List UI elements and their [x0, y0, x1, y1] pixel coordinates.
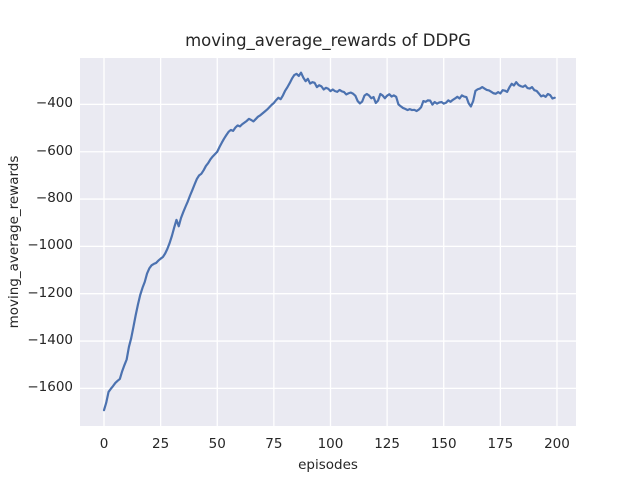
chart-title: moving_average_rewards of DDPG: [185, 31, 471, 50]
x-tick-label: 150: [430, 436, 457, 452]
y-tick-label: −600: [35, 142, 73, 159]
y-tick-label: −800: [35, 190, 73, 207]
x-tick-label: 75: [265, 436, 283, 452]
y-axis-label: moving_average_rewards: [6, 155, 22, 329]
y-tick-label: −1600: [27, 379, 73, 396]
y-tick-label: −1000: [27, 237, 73, 254]
x-axis-label: episodes: [298, 457, 358, 473]
x-tick-label: 25: [152, 436, 170, 452]
x-tick-label: 200: [544, 436, 570, 452]
reward-line: [102, 71, 556, 412]
y-tick-label: −1200: [27, 284, 73, 301]
x-tick-label: 175: [487, 436, 514, 452]
x-tick-label: 125: [374, 436, 400, 452]
x-tick-label: 0: [99, 436, 109, 452]
x-tick-label: 50: [208, 436, 226, 452]
y-tick-label: −400: [35, 95, 73, 112]
y-tick-label: −1400: [27, 332, 73, 349]
plot-background: [80, 58, 576, 426]
x-tick-label: 100: [317, 436, 344, 452]
